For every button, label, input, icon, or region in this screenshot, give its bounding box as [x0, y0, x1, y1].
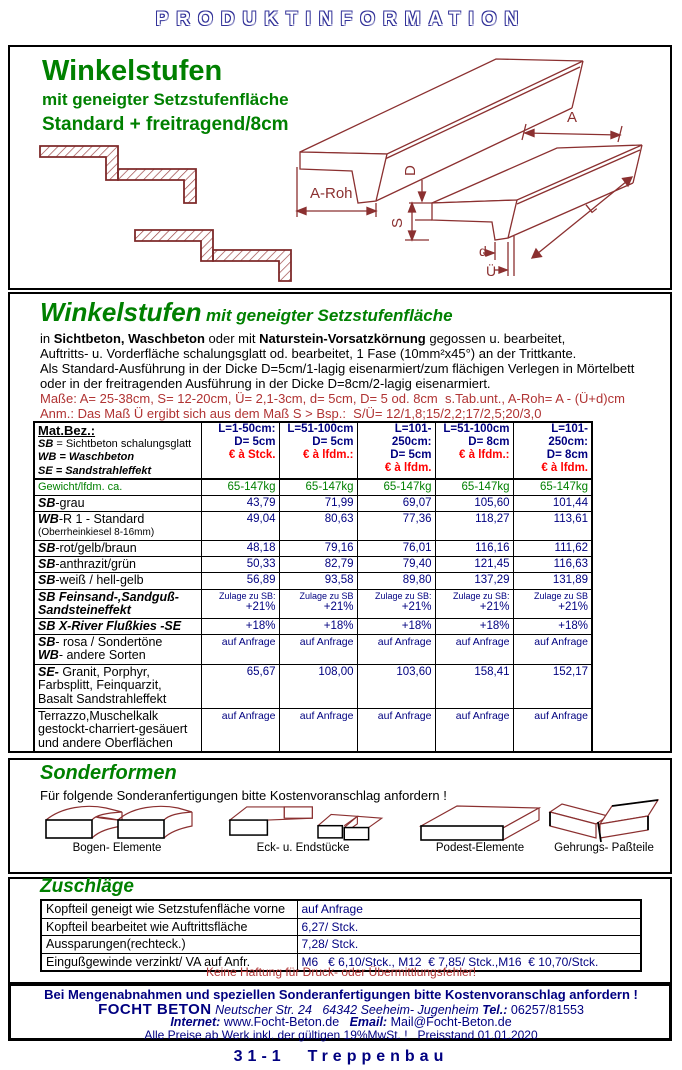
price-col-header: L=51-100cm D= 5cm € à lfdm.: [278, 421, 358, 480]
footer-links-line: Internet: www.Focht-Beton.de Email: Mail… [0, 1015, 682, 1029]
row-label: SB-rot/gelb/braun [33, 539, 202, 557]
row-label: SE- Granit, Porphyr, Farbsplitt, Feinqua… [33, 663, 202, 709]
step-3d-drawing-dimensions: D S A L d Ü [389, 109, 643, 279]
tel-number: 06257/81553 [510, 1003, 584, 1017]
page-code-label: Treppenbau [307, 1048, 449, 1065]
stair-profile-sketch [39, 145, 292, 282]
page-code-number: 31-1 [233, 1048, 286, 1065]
matbez-header-cell: Mat.Bez.: SB = Sichtbeton schalungsglatt… [33, 421, 202, 480]
row-label: SB-weiß / hell-gelb [33, 571, 202, 590]
website-link[interactable]: www.Focht-Beton.de [223, 1015, 340, 1029]
tel-label: Tel.: [482, 1003, 508, 1017]
row-label: SB X-River Flußkies -SE [33, 617, 202, 635]
sketch-label: Eck- u. Endstücke [256, 842, 350, 854]
table-row: SB-weiß / hell-gelb 56,89 93,58 89,80 13… [33, 571, 593, 590]
dim-label-d-cap: D [402, 165, 419, 176]
price-col-header: L=1-50cm: D= 5cm € à Stck. [200, 421, 280, 480]
sketch-label: Gehrungs- Paßteile [554, 842, 654, 854]
price-table: Mat.Bez.: SB = Sichtbeton schalungsglatt… [33, 421, 593, 753]
internet-label: Internet: [170, 1015, 221, 1029]
table-row: Aussparungen(rechteck.) 7,28/ Stck. [40, 935, 642, 954]
row-label: SB-anthrazit/grün [33, 555, 202, 573]
sonderformen-heading: Sonderformen [40, 762, 177, 784]
row-label: SB- rosa / Sondertöne WB- andere Sorten [33, 633, 202, 665]
disclaimer-text: Keine Haftung für Druck- oder Übermittlu… [205, 965, 477, 979]
row-label: Gewicht/lfdm. ca. [33, 478, 202, 496]
section-heading: Winkelstufen mit geneigter Setzstufenflä… [40, 297, 453, 328]
footer-prices-note: Alle Preise ab Werk inkl. der gültigen 1… [144, 1028, 538, 1042]
footer-box [8, 983, 672, 1041]
product-variant: Standard + freitragend/8cm [42, 114, 289, 135]
desc-line-mass: Maße: A= 25-38cm, S= 12-20cm, Ü= 2,1-3cm… [40, 391, 625, 406]
step-3d-drawing-a-roh: A-Roh [295, 58, 584, 217]
desc-line-anm: Anm.: Das Maß Ü ergibt sich aus dem Maß … [40, 406, 542, 421]
dim-label-d: d [479, 243, 487, 259]
zuschlaege-heading: Zuschläge [40, 876, 134, 897]
table-row: Terrazzo,Muschelkalk gestockt-charriert-… [33, 707, 593, 753]
desc-line-3: Als Standard-Ausführung in der Dicke D=5… [40, 361, 635, 376]
dim-label-a-roh: A-Roh [310, 185, 353, 202]
zuschlaege-table: Kopfteil geneigt wie Setzstufenfläche vo… [40, 899, 642, 972]
table-row: Gewicht/lfdm. ca. 65-147kg 65-147kg 65-1… [33, 478, 593, 496]
table-row: SB-grau 43,79 71,99 69,07 105,60 101,44 [33, 494, 593, 512]
desc-line-2: Auftritts- u. Vorderfläche schalungsglat… [40, 346, 577, 361]
table-row: SB-rot/gelb/braun 48,18 79,16 76,01 116,… [33, 539, 593, 557]
sketch-label: Podest-Elemente [435, 842, 525, 854]
section-heading-main: Winkelstufen [40, 297, 202, 327]
bogen-elemente-sketch [45, 805, 193, 839]
dim-label-a: A [567, 109, 577, 126]
table-row: SB-anthrazit/grün 50,33 82,79 79,40 121,… [33, 555, 593, 573]
desc-line-1: in Sichtbeton, Waschbeton oder mit Natur… [40, 331, 566, 346]
row-label: SB-grau [33, 494, 202, 512]
table-row: SB Feinsand-,Sandguß- Sandsteineffekt Zul… [33, 588, 593, 619]
footer-line1: Bei Mengenabnahmen und speziellen Sonder… [44, 987, 638, 1002]
dim-label-ue: Ü [486, 262, 496, 279]
table-row: WB-R 1 - Standard (Oberrheinkiesel 8-16mm… [33, 510, 593, 541]
page-title: PRODUKTINFORMATION [155, 9, 527, 30]
section-heading-suffix: mit geneigter Setzstufenfläche [206, 306, 453, 325]
email-link[interactable]: Mail@Focht-Beton.de [390, 1015, 512, 1029]
eck-endstuecke-sketch [228, 806, 384, 841]
company-name: FOCHT BETON [98, 1001, 212, 1018]
product-subtitle: mit geneigter Setzstufenfläche [42, 90, 289, 109]
table-row: SB X-River Flußkies -SE +18% +18% +18% +… [33, 617, 593, 635]
footer-company-line: FOCHT BETON Neutscher Str. 24 64342 Seeh… [0, 1001, 682, 1018]
page-code: 31-1 Treppenbau [0, 1048, 682, 1066]
sonderformen-note: Für folgende Sonderanfertigungen bitte K… [40, 788, 447, 803]
table-row: Eingußgewinde verzinkt/ VA auf Anfr. M6 €… [40, 952, 642, 972]
desc-line-4: oder in der freitragenden Ausführung in … [40, 376, 491, 391]
dim-label-s: S [389, 218, 406, 228]
price-col-header: L=51-100cm D= 8cm € à lfdm.: [434, 421, 514, 480]
price-col-header: L=101-250cm: D= 5cm € à lfdm. [356, 421, 436, 480]
podest-elemente-sketch [418, 805, 542, 842]
table-row: Kopfteil bearbeitet wie Auftrittsfläche 6… [40, 917, 642, 936]
row-label: WB-R 1 - Standard (Oberrheinkiesel 8-16mm… [33, 510, 202, 541]
product-title: Winkelstufen [42, 55, 223, 87]
table-header-row: Mat.Bez.: SB = Sichtbeton schalungsglatt… [33, 421, 593, 480]
row-label: SB Feinsand-,Sandguß- Sandsteineffekt [33, 588, 202, 619]
gehrungs-passteile-sketch [548, 799, 660, 843]
sketch-label: Bogen- Elemente [72, 842, 162, 854]
email-label: Email: [349, 1015, 388, 1029]
description-text: in Sichtbeton, Waschbeton oder mit Natur… [40, 331, 652, 421]
price-col-header: L=101-250cm: D= 8cm € à lfdm. [512, 421, 593, 480]
table-row: Kopfteil geneigt wie Setzstufenfläche vo… [40, 899, 642, 919]
company-address: Neutscher Str. 24 64342 Seeheim- Jugenhe… [215, 1003, 479, 1017]
table-row: SE- Granit, Porphyr, Farbsplitt, Feinqua… [33, 663, 593, 709]
row-label: Terrazzo,Muschelkalk gestockt-charriert-… [33, 707, 202, 753]
table-row: SB- rosa / Sondertöne WB- andere Sorten … [33, 633, 593, 665]
